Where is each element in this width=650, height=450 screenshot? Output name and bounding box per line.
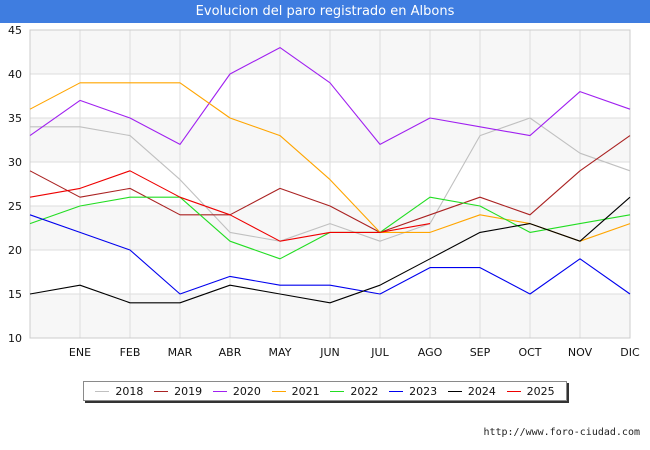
x-tick-label: DIC bbox=[620, 346, 640, 359]
x-tick-label: MAY bbox=[269, 346, 292, 359]
legend-swatch bbox=[154, 390, 169, 392]
series-line-2020 bbox=[29, 47, 631, 145]
x-tick-label: JUN bbox=[319, 346, 340, 359]
legend-swatch bbox=[447, 390, 462, 392]
x-tick-label: OCT bbox=[518, 346, 541, 359]
legend-item-2023: 2023 bbox=[389, 385, 437, 398]
x-tick-label: MAR bbox=[168, 346, 193, 359]
series-line-2019 bbox=[29, 135, 631, 233]
legend-item-2018: 2018 bbox=[95, 385, 143, 398]
series-line-2024 bbox=[29, 196, 631, 304]
legend-label: 2025 bbox=[526, 384, 555, 398]
legend-item-2019: 2019 bbox=[154, 385, 202, 398]
legend-item-2025: 2025 bbox=[506, 384, 555, 398]
legend-label: 2024 bbox=[467, 384, 496, 398]
legend-item-2024: 2024 bbox=[447, 384, 496, 398]
plot-frame bbox=[29, 29, 631, 339]
legend-swatch bbox=[389, 390, 404, 392]
legend-item-2020: 2020 bbox=[212, 384, 261, 398]
x-tick-label: ENE bbox=[69, 346, 91, 359]
chart-title: Evolucion del paro registrado en Albons bbox=[0, 0, 650, 23]
chart-title-text: Evolucion del paro registrado en Albons bbox=[195, 4, 455, 19]
x-tick-label: JUL bbox=[370, 346, 389, 359]
legend-label: 2022 bbox=[350, 384, 379, 398]
y-tick-label: 30 bbox=[8, 156, 22, 169]
x-tick-label: ABR bbox=[219, 346, 242, 359]
x-tick-label: FEB bbox=[120, 346, 141, 359]
y-tick-label: 15 bbox=[8, 288, 22, 301]
y-tick-label: 20 bbox=[8, 244, 22, 257]
legend-item-2022: 2022 bbox=[330, 385, 378, 398]
legend-label: 2021 bbox=[291, 384, 320, 398]
legend-swatch bbox=[271, 390, 286, 392]
legend-label: 2018 bbox=[115, 384, 144, 398]
legend-label: 2020 bbox=[232, 384, 261, 398]
legend-item-2021: 2021 bbox=[271, 384, 320, 398]
legend-label: 2019 bbox=[174, 384, 203, 398]
legend-swatch bbox=[95, 390, 110, 392]
series-line-2023 bbox=[29, 214, 631, 295]
x-tick-label: AGO bbox=[418, 346, 443, 359]
y-tick-label: 40 bbox=[8, 68, 22, 81]
y-tick-label: 45 bbox=[8, 24, 22, 37]
y-tick-label: 35 bbox=[8, 112, 22, 125]
x-tick-label: SEP bbox=[470, 346, 491, 359]
legend-swatch bbox=[212, 390, 227, 392]
x-tick-label: NOV bbox=[568, 346, 593, 359]
legend-swatch bbox=[330, 390, 345, 392]
y-tick-label: 25 bbox=[8, 200, 22, 213]
series-line-2025 bbox=[29, 170, 431, 242]
chart-legend: 2018 2019 2020 2021 2022 2023 2024 2025 bbox=[83, 381, 567, 401]
y-tick-label: 10 bbox=[8, 332, 22, 345]
legend-swatch bbox=[506, 390, 521, 392]
series-line-2018 bbox=[30, 117, 631, 242]
legend-label: 2023 bbox=[409, 384, 438, 398]
footer-url[interactable]: http://www.foro-ciudad.com bbox=[483, 427, 640, 438]
